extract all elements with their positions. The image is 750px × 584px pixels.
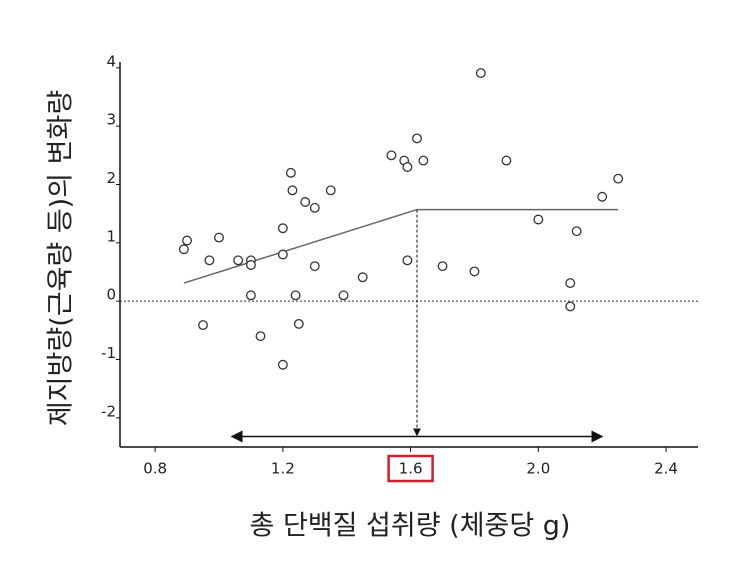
- point: [469, 266, 480, 277]
- point: [613, 173, 624, 184]
- x-tick-label: 1.6: [399, 460, 423, 478]
- point: [565, 278, 576, 289]
- point: [287, 185, 298, 196]
- x-tick-label: 2.0: [526, 460, 550, 478]
- y-tick-label: -1: [101, 344, 116, 362]
- y-axis-label: 제지방량(근육량 등)의 변화량: [46, 90, 77, 426]
- point: [533, 214, 544, 225]
- point: [501, 155, 512, 166]
- point: [565, 301, 576, 312]
- point: [402, 162, 413, 172]
- point: [214, 232, 224, 243]
- x-tick-label: 0.8: [143, 460, 167, 478]
- point: [402, 255, 413, 266]
- point: [255, 331, 266, 342]
- point: [597, 191, 608, 202]
- y-tick-label: 0: [106, 286, 116, 304]
- point: [277, 223, 288, 234]
- point: [475, 68, 486, 79]
- point: [357, 272, 368, 283]
- point: [338, 290, 349, 301]
- point: [309, 202, 320, 213]
- fit-line: [183, 208, 619, 284]
- point: [182, 235, 193, 246]
- point: [233, 255, 244, 266]
- x-tick-label: 2.4: [654, 460, 678, 478]
- point: [412, 133, 422, 144]
- point: [277, 249, 288, 260]
- point: [386, 150, 397, 161]
- y-tick-label: 4: [106, 52, 116, 70]
- x-axis-label: 총 단백질 섭취량 (체중당 g): [250, 511, 571, 542]
- point: [418, 155, 429, 166]
- point: [285, 167, 296, 178]
- point: [571, 226, 582, 237]
- point: [178, 244, 189, 255]
- y-tick-label: 3: [106, 111, 116, 129]
- point: [198, 320, 208, 331]
- point: [325, 185, 336, 196]
- point: [300, 197, 311, 207]
- point: [437, 261, 448, 272]
- point: [245, 260, 256, 270]
- point: [309, 261, 320, 272]
- highlight-box: [387, 454, 434, 483]
- y-tick-label: 2: [106, 169, 116, 187]
- y-tick-label: 1: [106, 227, 116, 245]
- x-tick-label: 1.2: [271, 460, 295, 478]
- point: [293, 318, 304, 329]
- point: [277, 359, 288, 370]
- y-tick-label: -2: [101, 402, 116, 420]
- point: [204, 255, 215, 266]
- point: [245, 290, 256, 301]
- point: [290, 290, 301, 301]
